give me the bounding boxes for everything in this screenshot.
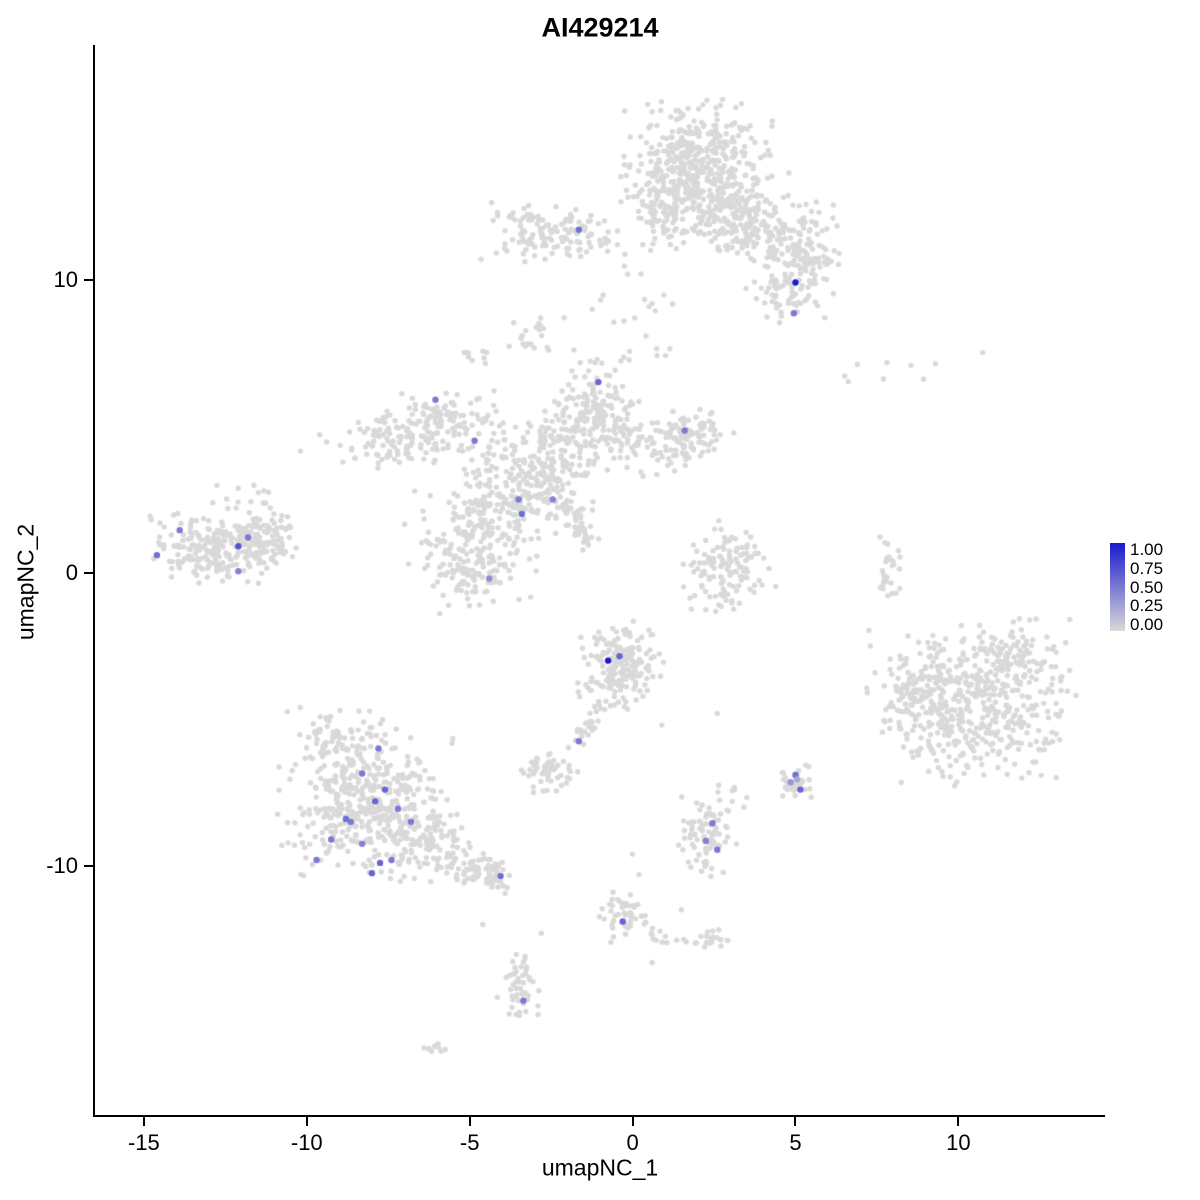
- legend-tick-label: 0.50: [1130, 577, 1164, 597]
- y-axis-label: umapNC_2: [12, 523, 39, 641]
- colorbar-gradient: [1110, 543, 1125, 631]
- y-tick-label: 0: [65, 559, 78, 585]
- y-tick-mark: [84, 571, 93, 574]
- x-tick-label: -15: [127, 1130, 160, 1155]
- x-tick-mark: [468, 1117, 471, 1126]
- legend-tick-label: 0.75: [1130, 558, 1164, 578]
- x-tick-mark: [142, 1117, 145, 1126]
- legend-tick-label: 1.00: [1130, 540, 1164, 559]
- x-axis-label: umapNC_1: [541, 1154, 659, 1181]
- x-tick-label: 5: [789, 1130, 802, 1155]
- plot-title: AI429214: [541, 12, 659, 43]
- x-axis-line: [93, 1115, 1105, 1117]
- x-tick-label: -5: [459, 1130, 480, 1155]
- x-tick-label: -10: [290, 1130, 323, 1155]
- x-tick-mark: [631, 1117, 634, 1126]
- y-axis-line: [93, 45, 95, 1117]
- y-tick-mark: [84, 278, 93, 281]
- x-tick-mark: [794, 1117, 797, 1126]
- x-tick-mark: [957, 1117, 960, 1126]
- colorbar-labels: 1.00 0.75 0.50 0.25 0.00: [1130, 541, 1163, 633]
- legend-tick-label: 0.00: [1130, 615, 1164, 634]
- y-tick-mark: [84, 864, 93, 867]
- x-tick-label: 10: [946, 1130, 971, 1155]
- y-tick-label: 10: [53, 266, 78, 292]
- legend-tick-label: 0.25: [1130, 596, 1164, 616]
- x-tick-label: 0: [626, 1130, 639, 1155]
- y-tick-label: -10: [46, 852, 78, 878]
- x-tick-mark: [305, 1117, 308, 1126]
- expression-colorbar-legend: 1.00 0.75 0.50 0.25 0.00: [1110, 541, 1163, 633]
